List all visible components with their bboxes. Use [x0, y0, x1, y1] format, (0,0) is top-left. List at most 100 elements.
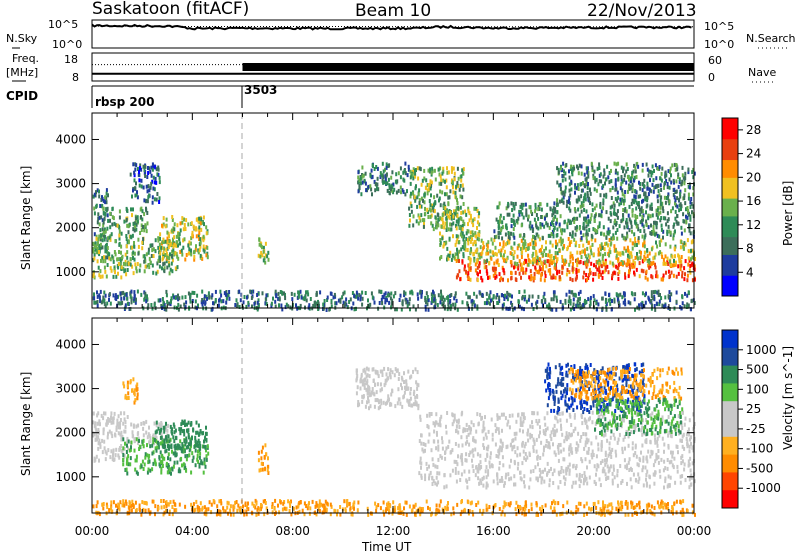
- data-cell: [135, 269, 138, 274]
- data-cell: [643, 250, 646, 255]
- data-cell: [426, 295, 429, 299]
- data-cell: [435, 225, 438, 230]
- data-cell: [449, 210, 452, 215]
- data-cell: [180, 422, 183, 427]
- data-cell: [403, 290, 406, 295]
- data-cell: [450, 512, 453, 517]
- data-cell: [585, 278, 587, 283]
- data-cell: [299, 500, 302, 504]
- data-cell: [314, 300, 317, 305]
- data-cell: [175, 436, 178, 441]
- data-cell: [267, 471, 270, 475]
- data-cell: [165, 217, 168, 222]
- data-cell: [680, 259, 683, 264]
- data-cell: [575, 227, 578, 232]
- data-cell: [640, 268, 643, 273]
- data-cell: [564, 189, 567, 194]
- data-cell: [442, 178, 445, 183]
- data-cell: [510, 224, 513, 229]
- data-cell: [622, 217, 625, 222]
- data-cell: [168, 467, 171, 472]
- data-cell: [165, 448, 168, 453]
- data-cell: [148, 166, 151, 171]
- data-cell: [667, 262, 670, 266]
- data-cell: [104, 212, 107, 217]
- data-cell: [137, 423, 140, 428]
- data-cell: [663, 195, 666, 200]
- data-cell: [399, 166, 402, 171]
- data-cell: [193, 257, 196, 262]
- data-cell: [190, 470, 193, 475]
- data-cell: [125, 450, 128, 454]
- data-cell: [500, 276, 503, 281]
- data-cell: [171, 215, 174, 219]
- data-cell: [151, 248, 154, 253]
- data-cell: [611, 185, 614, 190]
- data-cell: [501, 255, 504, 260]
- data-cell: [109, 225, 112, 230]
- data-cell: [597, 252, 600, 257]
- data-cell: [580, 194, 583, 199]
- data-cell: [570, 187, 573, 192]
- data-cell: [527, 217, 529, 222]
- data-cell: [270, 301, 273, 306]
- data-cell: [448, 195, 451, 200]
- data-cell: [367, 389, 370, 394]
- data-cell: [201, 461, 204, 466]
- data-cell: [524, 259, 527, 264]
- data-cell: [511, 294, 513, 299]
- data-cell: [580, 201, 583, 206]
- data-cell: [661, 500, 664, 505]
- data-cell: [628, 186, 631, 191]
- data-cell: [118, 215, 121, 220]
- data-cell: [659, 183, 662, 188]
- data-cell: [491, 250, 494, 255]
- data-cell: [522, 506, 525, 511]
- data-cell: [633, 270, 635, 275]
- data-cell: [576, 250, 579, 255]
- data-cell: [439, 295, 442, 300]
- data-cell: [543, 278, 546, 283]
- data-cell: [373, 179, 376, 184]
- data-cell: [151, 162, 154, 167]
- data-cell: [275, 294, 278, 299]
- data-cell: [100, 300, 103, 305]
- data-cell: [106, 301, 109, 306]
- data-cell: [169, 241, 172, 246]
- data-cell: [674, 201, 676, 206]
- data-cell: [621, 197, 623, 202]
- data-cell: [646, 198, 649, 203]
- data-cell: [452, 190, 455, 195]
- data-cell: [548, 225, 551, 230]
- data-cell: [93, 458, 96, 463]
- data-cell: [106, 255, 109, 260]
- data-cell: [199, 429, 202, 433]
- data-cell: [544, 298, 547, 303]
- data-cell: [102, 431, 105, 436]
- data-cell: [568, 289, 571, 294]
- data-cell: [359, 294, 362, 299]
- data-cell: [316, 301, 318, 306]
- data-cell: [583, 208, 586, 212]
- data-cell: [608, 292, 611, 297]
- data-cell: [191, 230, 194, 235]
- data-cell: [353, 307, 356, 312]
- data-cell: [555, 245, 557, 250]
- data-cell: [357, 170, 360, 175]
- data-cell: [593, 206, 596, 211]
- data-cell: [169, 302, 172, 307]
- data-cell: [118, 229, 121, 234]
- data-cell: [596, 260, 599, 265]
- data-cell: [385, 173, 388, 178]
- data-cell: [667, 194, 669, 199]
- data-cell: [510, 263, 513, 268]
- data-cell: [439, 241, 442, 246]
- data-cell: [141, 246, 144, 251]
- data-cell: [588, 255, 591, 259]
- data-cell: [674, 229, 676, 234]
- data-cell: [513, 235, 516, 240]
- data-cell: [147, 460, 150, 465]
- data-cell: [108, 297, 110, 302]
- data-cell: [536, 299, 539, 304]
- data-cell: [455, 184, 458, 189]
